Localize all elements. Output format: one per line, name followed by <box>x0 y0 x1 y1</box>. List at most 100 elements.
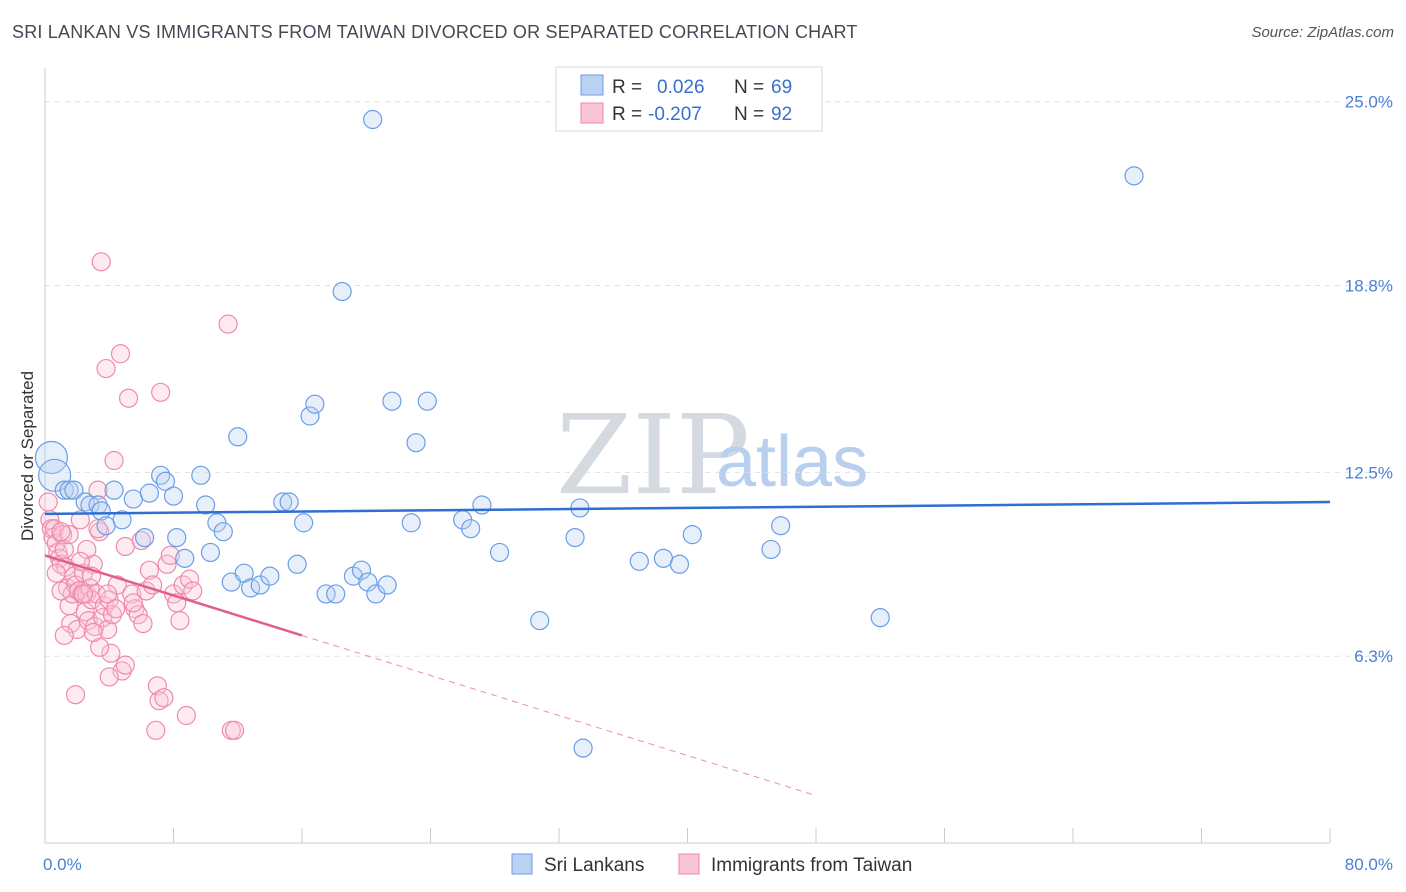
srilankans-point-30 <box>260 566 280 586</box>
legend-r-value-2: -0.207 <box>648 104 702 125</box>
srilankans-point-59 <box>653 548 674 568</box>
srilankans-point-41 <box>351 560 372 580</box>
srilankans-point-65 <box>1124 166 1144 186</box>
srilankans-point-19 <box>175 548 195 568</box>
srilankans-point-55 <box>565 527 585 548</box>
taiwan-point-50 <box>131 530 151 551</box>
srilankans-point-13 <box>134 527 155 548</box>
srilankans-point-53 <box>489 542 510 563</box>
taiwan-point-75 <box>65 685 86 705</box>
taiwan-point-20 <box>70 510 90 530</box>
legend-swatch-pink <box>580 102 604 124</box>
taiwan-point-55 <box>147 676 168 696</box>
taiwan-point-65 <box>176 705 196 726</box>
srilankans-point-16 <box>155 471 176 491</box>
srilankans-point-2 <box>54 480 74 500</box>
srilankans-point-21 <box>196 495 216 515</box>
y-tick-label-3: 25.0% <box>1345 93 1393 112</box>
srilankans-point-14 <box>139 483 160 503</box>
trend-line-taiwan <box>44 554 303 637</box>
legend-n-label-2: N = <box>734 104 764 125</box>
y-axis-label: Divorced or Separated <box>18 371 37 541</box>
taiwan-point-52 <box>139 560 160 580</box>
legend-r-label-1: R = <box>612 77 642 98</box>
axes <box>44 68 1331 844</box>
legend-box: R = 0.026 N = 69 R = -0.207 N = 92 <box>555 66 823 132</box>
y-tick-label-1: 12.5% <box>1345 463 1393 482</box>
srilankans-point-12 <box>123 489 143 509</box>
srilankans-point-36 <box>305 394 325 414</box>
srilankans-point-0 <box>34 440 69 475</box>
taiwan-point-66 <box>179 569 200 589</box>
bottom-legend-label-taiwan: Immigrants from Taiwan <box>711 855 912 876</box>
taiwan-point-57 <box>151 382 171 402</box>
taiwan-point-79 <box>98 584 118 604</box>
legend-n-value-1: 69 <box>771 77 792 98</box>
taiwan-point-69 <box>54 625 74 646</box>
taiwan-point-41 <box>104 450 124 471</box>
srilankans-point-11 <box>112 510 132 530</box>
srilankans-point-37 <box>316 584 336 604</box>
srilankans-point-57 <box>573 738 593 758</box>
taiwan-point-40 <box>102 605 123 625</box>
taiwan-point-31 <box>88 480 108 500</box>
trend-line-srilankans <box>44 500 1331 516</box>
legend-swatch-blue <box>580 74 604 96</box>
bottom-legend-swatch-pink <box>678 853 700 875</box>
srilankans-point-60 <box>669 554 690 574</box>
watermark-atlas: atlas <box>716 422 868 502</box>
taiwan-point-46 <box>118 388 139 408</box>
legend-r-label-2: R = <box>612 104 642 125</box>
taiwan-point-0 <box>38 492 58 512</box>
srilankans-point-54 <box>530 611 550 631</box>
srilankans-point-64 <box>870 608 890 628</box>
bottom-legend: Sri Lankans Immigrants from Taiwan <box>511 853 912 876</box>
y-tick-labels: 6.3% 12.5% 18.8% 25.0% <box>1345 93 1393 666</box>
srilankans-point-22 <box>200 542 221 563</box>
srilankans-point-26 <box>228 427 248 447</box>
taiwan-point-49 <box>128 605 148 625</box>
srilankans-point-3 <box>59 480 79 500</box>
taiwan-point-82 <box>133 613 153 634</box>
taiwan-point-9 <box>53 525 73 545</box>
srilankans-point-49 <box>417 391 437 411</box>
taiwan-point-36 <box>96 358 116 379</box>
srilankans-point-9 <box>96 516 116 536</box>
srilankans-point-62 <box>761 539 781 560</box>
legend-r-value-1: 0.026 <box>657 77 705 98</box>
legend-n-value-2: 92 <box>771 104 792 125</box>
taiwan-point-89 <box>115 655 135 675</box>
taiwan-point-81 <box>123 593 143 613</box>
taiwan-point-88 <box>99 667 119 687</box>
srilankans-point-35 <box>300 406 320 426</box>
srilankans-point-34 <box>294 513 314 533</box>
taiwan-point-84 <box>83 622 103 643</box>
taiwan-point-70 <box>218 314 238 334</box>
srilankans-point-18 <box>167 527 187 548</box>
srilankans-point-63 <box>771 516 791 536</box>
bottom-legend-label-srilankans: Sri Lankans <box>544 855 644 876</box>
taiwan-point-72 <box>224 720 245 740</box>
srilankans-point-39 <box>332 281 352 302</box>
srilankans-point-46 <box>382 391 402 411</box>
srilankans-point-61 <box>682 525 702 545</box>
taiwan-point-58 <box>154 688 174 708</box>
taiwan-point-39 <box>101 643 121 663</box>
srilankans-point-48 <box>406 433 426 453</box>
srilankans-point-38 <box>326 584 346 604</box>
taiwan-point-67 <box>183 581 203 601</box>
srilankans-point-51 <box>461 519 481 539</box>
taiwan-point-83 <box>77 539 97 560</box>
legend-n-label-1: N = <box>734 77 764 98</box>
srilankans-point-17 <box>163 486 184 506</box>
taiwan-point-43 <box>110 344 131 364</box>
taiwan-point-33 <box>91 252 111 272</box>
srilankans-point-10 <box>104 480 124 500</box>
bottom-legend-swatch-blue <box>511 853 533 875</box>
taiwan-point-63 <box>170 611 190 631</box>
y-tick-label-0: 6.3% <box>1354 647 1393 666</box>
taiwan-point-45 <box>115 536 135 557</box>
series-srilankans-points <box>34 109 1144 758</box>
x-tick-label-max: 80.0% <box>1345 855 1393 874</box>
y-tick-label-2: 18.8% <box>1345 277 1393 296</box>
